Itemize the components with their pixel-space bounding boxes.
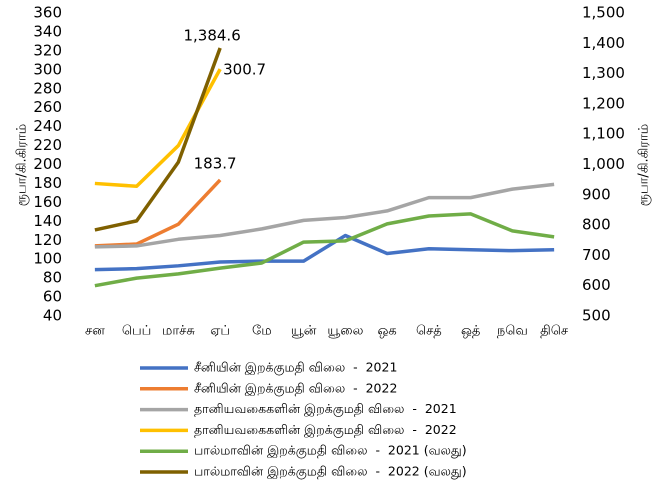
x-tick-label: யூன் [291, 324, 317, 339]
y2-tick-label: 1,000 [582, 155, 625, 173]
legend-label: சீனியின் இறக்குமதி விலை - 2021 [194, 360, 397, 376]
x-tick-label: ஒத் [461, 324, 480, 339]
y-tick-label: 340 [33, 22, 62, 40]
x-tick-label: சன [85, 324, 105, 339]
x-tick-label: செத் [416, 324, 442, 339]
y-tick-label: 220 [33, 136, 62, 154]
y-tick-label: 360 [33, 4, 62, 22]
y-tick-label: 240 [33, 117, 62, 135]
y2-tick-label: 500 [582, 307, 611, 325]
y2-tick-label: 1,200 [582, 94, 625, 112]
y-tick-label: 160 [33, 193, 62, 211]
legend-label: சீனியின் இறக்குமதி விலை - 2022 [194, 380, 397, 396]
x-tick-label: யூலை [327, 324, 363, 339]
data-label: 300.7 [223, 61, 266, 79]
y-tick-label: 80 [43, 269, 62, 287]
y-tick-label: 140 [33, 212, 62, 230]
x-tick-label: நவெ [497, 324, 528, 339]
y-tick-label: 60 [43, 288, 62, 306]
y2-tick-label: 1,300 [582, 64, 625, 82]
y-tick-label: 200 [33, 155, 62, 173]
y2-tick-label: 600 [582, 276, 611, 294]
y-tick-label: 280 [33, 79, 62, 97]
x-tick-label: திசெ [540, 324, 568, 339]
y2-tick-label: 1,500 [582, 4, 625, 22]
x-tick-label: ஒக [378, 324, 397, 339]
x-tick-label: ஏப் [210, 324, 230, 339]
y2-tick-label: 1,100 [582, 125, 625, 143]
y2-axis-label: ரூபா/கி.கிராம் [637, 124, 652, 206]
y-tick-label: 180 [33, 174, 62, 192]
series-line [94, 233, 555, 272]
y-tick-label: 100 [33, 250, 62, 268]
series-line [94, 47, 222, 232]
x-tick-label: பெப் [122, 324, 151, 339]
y2-tick-label: 800 [582, 216, 611, 234]
series-line [94, 182, 555, 249]
y2-tick-label: 700 [582, 246, 611, 264]
y-tick-label: 40 [43, 307, 62, 325]
x-tick-label: மே [252, 324, 272, 339]
y-tick-label: 320 [33, 41, 62, 59]
legend-label: பால்மாவின் இறக்குமதி விலை - 2021 (வலது) [194, 443, 467, 459]
legend-label: தானியவகைகளின் இறக்குமதி விலை - 2022 [194, 422, 457, 438]
y-axis-label: ரூபா/கி.கிராம் [15, 124, 30, 206]
y-tick-label: 260 [33, 98, 62, 116]
legend-label: பால்மாவின் இறக்குமதி விலை - 2022 (வலது) [194, 464, 467, 480]
y2-tick-label: 1,400 [582, 34, 625, 52]
data-label: 1,384.6 [183, 26, 240, 44]
series-line [94, 212, 555, 288]
y-tick-label: 300 [33, 60, 62, 78]
y-tick-label: 120 [33, 231, 62, 249]
y2-tick-label: 900 [582, 185, 611, 203]
x-tick-label: மாச்சு [162, 324, 195, 339]
data-label: 183.7 [194, 154, 237, 172]
legend-label: தானியவகைகளின் இறக்குமதி விலை - 2021 [194, 401, 457, 417]
